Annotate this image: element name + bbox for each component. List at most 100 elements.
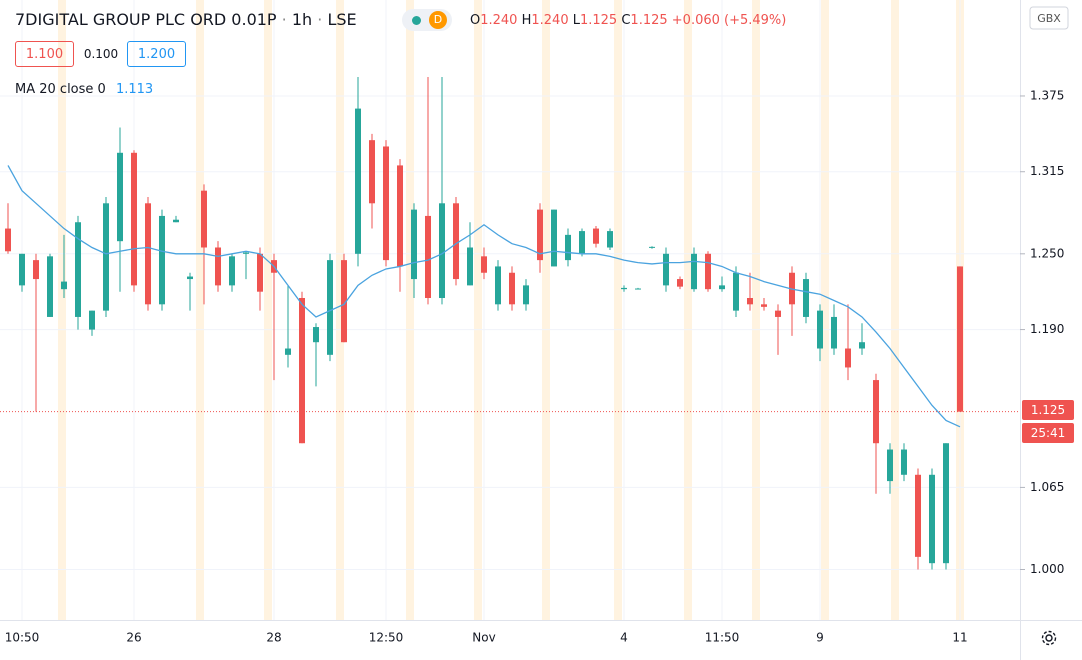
session-band (58, 0, 66, 620)
candle-body (383, 146, 389, 261)
candle-body (397, 165, 403, 267)
candle-body (313, 327, 319, 343)
candle-body (929, 474, 935, 564)
candle-body (369, 140, 375, 204)
candle-body (243, 252, 249, 254)
last-price-tag: 1.125 (1022, 400, 1074, 420)
candle-body (33, 260, 39, 280)
candle-body (761, 304, 767, 307)
candle-body (481, 256, 487, 273)
candle-body (257, 253, 263, 292)
candle-body (607, 231, 613, 248)
settings-icon[interactable] (1041, 630, 1057, 646)
ohlc-key: H (521, 13, 532, 28)
candle-body (663, 253, 669, 286)
candle-body (201, 190, 207, 248)
candle-body (61, 281, 67, 290)
candle-body (957, 266, 963, 412)
candle-body (621, 287, 627, 290)
candle-body (341, 260, 347, 343)
session-band (542, 0, 550, 620)
candle-body (635, 288, 641, 290)
candle-body (411, 209, 417, 280)
candle-body (705, 253, 711, 290)
candle-body (131, 152, 137, 286)
candle-body (173, 219, 179, 223)
candle-body (579, 231, 585, 254)
candle-body (19, 253, 25, 286)
candle-body (943, 443, 949, 564)
candle-body (677, 279, 683, 287)
candle-body (831, 316, 837, 349)
candle-body (355, 108, 361, 254)
candle-body (593, 228, 599, 244)
ma-value: 1.113 (115, 82, 154, 97)
candle-body (915, 474, 921, 557)
y-tick-label: 1.250 (1030, 246, 1064, 260)
candle-body (145, 203, 151, 305)
ohlc-key: C (621, 13, 631, 28)
x-tick-label: 28 (266, 631, 281, 645)
x-tick-label: 11 (952, 631, 967, 645)
ohlc-change: +0.060 (+5.49%) (671, 13, 787, 28)
x-tick-label: 11:50 (705, 631, 740, 645)
candle-body (103, 203, 109, 311)
candle-body (803, 279, 809, 317)
ohlc-key: O (470, 13, 481, 28)
candle-body (89, 310, 95, 330)
candle-body (187, 276, 193, 280)
candle-body (425, 215, 431, 299)
status-pill: D (402, 9, 452, 31)
ohlc-value: 1.125 (630, 13, 668, 28)
candle-body (733, 272, 739, 311)
currency-box[interactable] (1029, 6, 1069, 30)
candle-body (327, 260, 333, 355)
candle-body (747, 298, 753, 305)
sell-button[interactable]: 1.100 (15, 41, 74, 67)
candle-body (523, 285, 529, 305)
x-tick-label: Nov (472, 631, 495, 645)
ohlc-legend: O1.240 H1.240 L1.125 C1.125 +0.060 (+5.4… (470, 13, 786, 28)
y-tick-label: 1.375 (1030, 88, 1064, 102)
x-tick-label: 12:50 (369, 631, 404, 645)
ohlc-value: 1.125 (579, 13, 618, 28)
candle-body (775, 310, 781, 317)
header-title-row: 7DIGITAL GROUP PLC ORD 0.01P · 1h · LSE (15, 10, 357, 29)
session-band (264, 0, 272, 620)
candle-body (817, 310, 823, 349)
session-band (684, 0, 692, 620)
session-band (614, 0, 622, 620)
ohlc-value: 1.240 (531, 13, 569, 28)
buy-button[interactable]: 1.200 (127, 41, 186, 67)
y-tick-label: 1.315 (1030, 164, 1064, 178)
currency: GBX (1037, 12, 1061, 25)
candle-body (453, 203, 459, 280)
session-band (196, 0, 204, 620)
candle-body (495, 266, 501, 305)
y-tick-label: 1.065 (1030, 480, 1064, 494)
candle-body (47, 256, 53, 317)
candle-body (901, 449, 907, 475)
session-band (752, 0, 760, 620)
x-tick-label: 26 (126, 631, 141, 645)
candle-body (75, 222, 81, 317)
session-band (336, 0, 344, 620)
y-tick-label: 1.000 (1030, 562, 1064, 576)
candle-body (215, 247, 221, 286)
candle-body (439, 203, 445, 299)
candle-body (859, 342, 865, 349)
candle-body (467, 247, 473, 286)
candle-body (565, 234, 571, 261)
session-band (406, 0, 414, 620)
interval: 1h (291, 10, 313, 29)
x-tick-label: 4 (620, 631, 628, 645)
candle-body (5, 228, 11, 252)
ma-name: MA 20 close 0 (15, 82, 106, 97)
exchange: LSE (327, 10, 357, 29)
candle-body (551, 209, 557, 267)
candle-body (229, 256, 235, 286)
session-band (474, 0, 482, 620)
badge: D (429, 11, 447, 29)
